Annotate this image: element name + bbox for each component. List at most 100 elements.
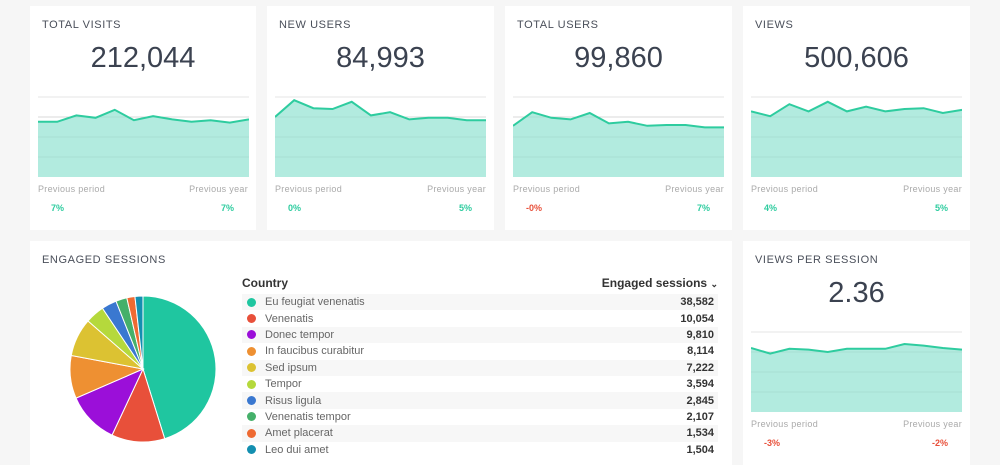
- table-row[interactable]: Leo dui amet 1,504: [242, 442, 718, 458]
- country-name: Venenatis tempor: [265, 410, 351, 423]
- previous-period-label: Previous period: [751, 419, 819, 429]
- sparkline-chart: [275, 96, 486, 177]
- sparkline-area: [751, 101, 962, 177]
- kpi-value: 99,860: [574, 42, 663, 74]
- previous-period-label: Previous period: [751, 184, 819, 194]
- kpi-value: 2.36: [828, 277, 885, 309]
- country-name: Sed ipsum: [265, 361, 317, 374]
- country-column-header[interactable]: Country: [242, 276, 288, 290]
- kpi-card: NEW USERS 84,993 Previous period Previou…: [267, 6, 494, 230]
- legend-dot: [247, 396, 256, 406]
- previous-period-change: -3%: [764, 438, 781, 448]
- country-name: Amet placerat: [265, 427, 333, 440]
- sparkline-line: [513, 111, 724, 129]
- sessions-value: 9,810: [686, 328, 714, 341]
- sparkline-area: [751, 344, 962, 412]
- table-row[interactable]: Venenatis 10,054: [242, 310, 718, 326]
- previous-year-label: Previous year: [903, 419, 962, 429]
- sessions-value: 1,534: [686, 427, 714, 440]
- kpi-card: VIEWS PER SESSION 2.36 Previous period P…: [743, 241, 970, 465]
- sparkline-line: [751, 100, 962, 118]
- sparkline-line: [38, 108, 249, 124]
- kpi-title: TOTAL VISITS: [42, 19, 122, 31]
- pie-slice[interactable]: [142, 295, 217, 440]
- country-name: Venenatis: [265, 312, 314, 325]
- country-name: Leo dui amet: [265, 443, 329, 456]
- table-row[interactable]: Sed ipsum 7,222: [242, 359, 718, 376]
- sessions-value: 8,114: [687, 345, 714, 358]
- sparkline-line: [275, 99, 486, 122]
- country-name: Eu feugiat venenatis: [265, 296, 365, 309]
- previous-period-change: 0%: [288, 203, 302, 213]
- country-table: Country Engaged sessions ⌄ Eu feugiat ve…: [242, 272, 718, 458]
- sparkline-area: [275, 100, 486, 177]
- previous-period-label: Previous period: [38, 184, 106, 194]
- sessions-column-header[interactable]: Engaged sessions ⌄: [602, 276, 718, 290]
- legend-dot: [247, 346, 256, 356]
- sessions-value: 38,582: [680, 296, 714, 309]
- legend-dot: [247, 363, 256, 373]
- previous-year-change: 5%: [458, 203, 472, 213]
- table-row[interactable]: Eu feugiat venenatis 38,582: [242, 294, 718, 311]
- table-row[interactable]: Amet placerat 1,534: [242, 425, 718, 442]
- sessions-value: 7,222: [686, 361, 714, 374]
- previous-period-change: 7%: [51, 203, 65, 213]
- kpi-title: NEW USERS: [279, 19, 352, 31]
- kpi-title: VIEWS PER SESSION: [755, 254, 879, 266]
- legend-dot: [247, 428, 256, 438]
- sparkline-line: [751, 342, 962, 355]
- sessions-value: 2,845: [686, 394, 714, 407]
- sparkline-chart: [38, 96, 249, 177]
- sessions-value: 2,107: [686, 410, 714, 423]
- table-row[interactable]: In faucibus curabitur 8,114: [242, 343, 718, 359]
- kpi-title: VIEWS: [755, 19, 794, 31]
- sparkline-area: [38, 109, 249, 177]
- legend-dot: [247, 330, 256, 340]
- sessions-value: 10,054: [680, 312, 714, 325]
- legend-dot: [247, 412, 256, 422]
- table-row[interactable]: Donec tempor 9,810: [242, 326, 718, 344]
- previous-year-change: 7%: [220, 203, 234, 213]
- kpi-value: 500,606: [804, 42, 909, 74]
- legend-dot: [247, 445, 256, 455]
- previous-year-label: Previous year: [189, 184, 248, 194]
- previous-year-change: -2%: [931, 438, 948, 448]
- sparkline-area: [513, 112, 724, 177]
- pie-chart: [69, 295, 217, 443]
- legend-dot: [247, 297, 256, 307]
- kpi-title: TOTAL USERS: [517, 19, 599, 31]
- previous-period-label: Previous period: [513, 184, 581, 194]
- country-name: Tempor: [265, 378, 302, 391]
- country-name: Donec tempor: [265, 328, 335, 341]
- previous-year-label: Previous year: [665, 184, 724, 194]
- pie-slice[interactable]: [134, 295, 144, 370]
- table-row[interactable]: Risus ligula 2,845: [242, 392, 718, 409]
- sparkline-chart: [751, 96, 962, 177]
- sparkline-chart: [513, 96, 724, 177]
- kpi-card: TOTAL VISITS 212,044 Previous period Pre…: [30, 6, 256, 230]
- kpi-value: 212,044: [90, 42, 196, 74]
- chevron-down-icon: ⌄: [710, 279, 718, 289]
- sessions-value: 3,594: [686, 378, 714, 391]
- sparkline-chart: [751, 331, 962, 412]
- card-title: ENGAGED SESSIONS: [42, 254, 166, 266]
- previous-year-change: 7%: [696, 203, 710, 213]
- previous-year-change: 5%: [934, 203, 948, 213]
- table-row[interactable]: Venenatis tempor 2,107: [242, 409, 718, 425]
- kpi-value: 84,993: [336, 42, 425, 74]
- previous-period-change: 4%: [764, 203, 778, 213]
- sessions-header-label: Engaged sessions: [601, 276, 708, 290]
- country-name: Risus ligula: [265, 394, 322, 407]
- kpi-card: TOTAL USERS 99,860 Previous period Previ…: [505, 6, 732, 230]
- previous-year-label: Previous year: [427, 184, 486, 194]
- previous-period-change: -0%: [526, 203, 543, 213]
- kpi-card: VIEWS 500,606 Previous period Previous y…: [743, 6, 970, 230]
- legend-dot: [247, 379, 256, 389]
- previous-year-label: Previous year: [903, 184, 962, 194]
- table-row[interactable]: Tempor 3,594: [242, 376, 718, 392]
- legend-dot: [247, 314, 256, 324]
- engaged-sessions-card: ENGAGED SESSIONS Country Engaged session…: [30, 241, 732, 465]
- country-name: In faucibus curabitur: [265, 345, 365, 358]
- sessions-value: 1,504: [686, 443, 714, 456]
- previous-period-label: Previous period: [275, 184, 343, 194]
